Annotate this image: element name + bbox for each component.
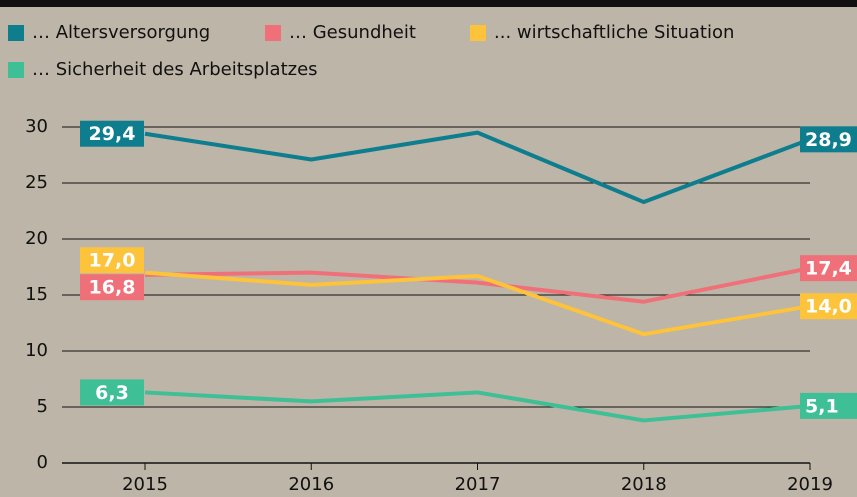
series-line [144,130,811,205]
legend-label: ... wirtschaftliche Situation [494,22,734,43]
legend-label: … Altersversorgung [32,22,210,43]
value-label: 17,0 [89,250,136,272]
y-tick-label: 15 [25,284,48,305]
value-label-box [800,293,857,320]
y-tick-label: 20 [25,228,48,249]
value-label-box [80,247,144,274]
legend-swatch [470,25,486,41]
legend-swatch [265,25,281,41]
series-line [144,266,811,304]
value-label: 28,9 [805,129,852,151]
value-label-box [80,274,144,301]
value-label-box [80,379,144,406]
y-tick-label: 25 [25,172,48,193]
value-label-box [800,392,857,419]
value-label: 16,8 [89,277,136,299]
legend-label: … Gesundheit [289,22,416,43]
x-tick-label: 2016 [288,474,334,495]
legend-swatch [8,25,24,41]
y-tick-label: 5 [37,396,48,417]
value-label-box [80,120,144,147]
x-tick-label: 2017 [455,474,501,495]
value-label: 29,4 [89,123,136,145]
value-label-box [800,255,857,282]
legend-label: … Sicherheit des Arbeitsplatzes [32,59,318,80]
value-label: 14,0 [805,296,852,318]
y-tick-label: 10 [25,340,48,361]
value-label: 5,1 [805,395,839,417]
x-tick-label: 2015 [122,474,168,495]
x-tick-label: 2018 [621,474,667,495]
value-label: 6,3 [95,382,129,404]
series-line [144,390,811,423]
x-tick-label: 2019 [787,474,833,495]
y-tick-label: 0 [37,452,48,473]
value-label-box [800,126,857,153]
top-rule [0,0,857,7]
y-tick-label: 30 [25,116,48,137]
value-label: 17,4 [805,258,852,280]
series-line [144,270,811,337]
legend-swatch [8,62,24,78]
